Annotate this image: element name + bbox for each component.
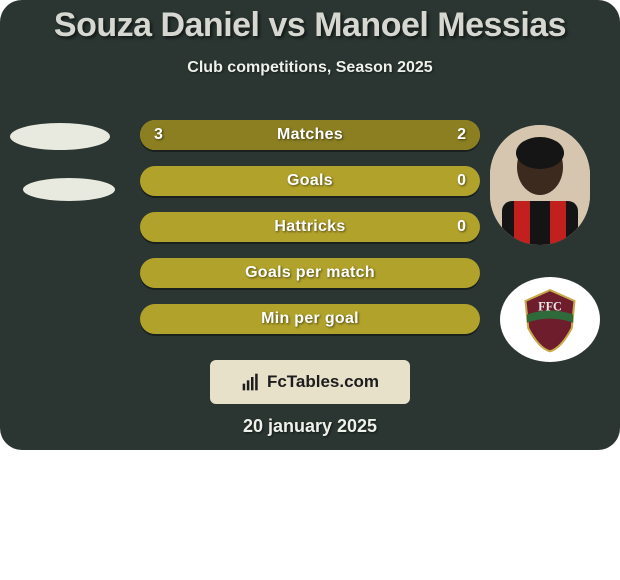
crest-icon: FFC [510, 286, 590, 354]
stat-label: Goals per match [245, 264, 375, 282]
stat-row-hattricks: Hattricks 0 [140, 212, 480, 242]
stat-row-min-per-goal: Min per goal [140, 304, 480, 334]
subtitle: Club competitions, Season 2025 [0, 59, 620, 77]
right-player-avatar [490, 125, 590, 245]
stat-label: Goals [287, 172, 333, 190]
comparison-card: Souza Daniel vs Manoel Messias Club comp… [0, 0, 620, 450]
stat-right-value: 0 [457, 212, 466, 242]
stat-right-value: 2 [457, 120, 466, 150]
svg-text:FFC: FFC [538, 299, 562, 313]
right-team-crest: FFC [500, 277, 600, 362]
stat-row-matches: 3 Matches 2 [140, 120, 480, 150]
fctables-label: FcTables.com [267, 372, 379, 392]
stat-label: Hattricks [274, 218, 345, 236]
avatar-icon [490, 125, 590, 245]
left-player-placeholder-2 [23, 178, 115, 201]
stat-row-goals-per-match: Goals per match [140, 258, 480, 288]
stat-right-value: 0 [457, 166, 466, 196]
stat-label: Min per goal [261, 310, 359, 328]
page-title: Souza Daniel vs Manoel Messias [0, 6, 620, 45]
stat-label: Matches [277, 126, 343, 144]
left-player-placeholder-1 [10, 123, 110, 150]
stats-container: 3 Matches 2 Goals 0 Hattricks 0 Goals pe… [140, 120, 480, 350]
fctables-badge: FcTables.com [210, 360, 410, 404]
stat-row-goals: Goals 0 [140, 166, 480, 196]
chart-bars-icon [241, 372, 261, 392]
date-label: 20 january 2025 [0, 416, 620, 437]
stat-left-value: 3 [154, 120, 163, 150]
